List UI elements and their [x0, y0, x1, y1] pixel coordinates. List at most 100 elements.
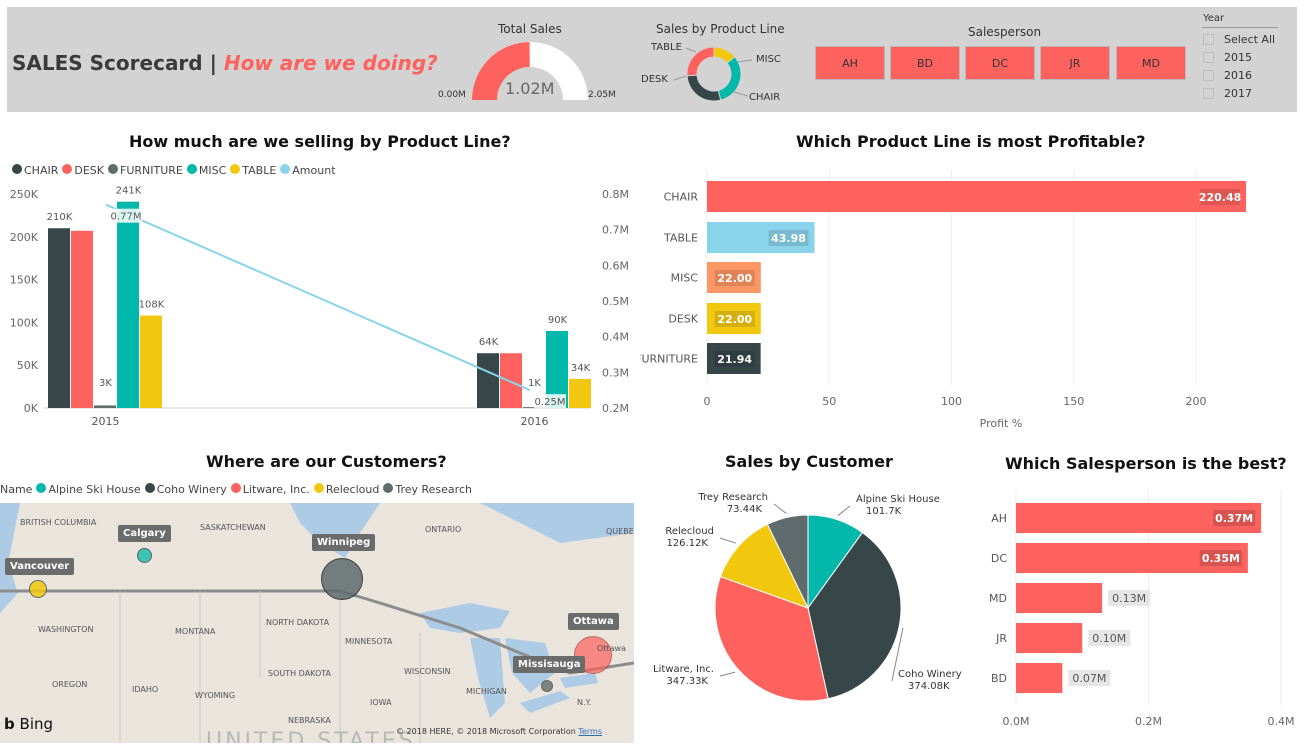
gauge-max-label: 2.05M	[588, 90, 616, 100]
map-legend-item-litware[interactable]: Litware, Inc.	[230, 483, 310, 496]
salesperson-button-md[interactable]: MD	[1116, 46, 1186, 80]
salesperson-button-jr[interactable]: JR	[1040, 46, 1110, 80]
x-tick-label: 0.2M	[1135, 715, 1162, 728]
checkbox[interactable]	[1203, 52, 1214, 63]
customer-map[interactable]: BRITISH COLUMBIA SASKATCHEWAN ONTARIO QU…	[0, 503, 634, 743]
map-legend: Name Alpine Ski House Coho Winery Litwar…	[0, 483, 472, 496]
legend-item-table[interactable]: TABLE	[230, 164, 276, 177]
salesperson-bar-chart[interactable]: 0.0M 0.2M 0.4M AH 0.37M DC 0.35M MD 0.13M JR 0.10M…	[985, 485, 1308, 746]
salesperson-label-bg	[1213, 510, 1256, 526]
total-sales-gauge[interactable]	[460, 40, 600, 102]
legend-item-misc[interactable]: MISC	[186, 164, 226, 177]
map-bubble-vancouver[interactable]	[29, 580, 47, 598]
product-line-combo-chart[interactable]: 0K 50K 100K 150K 200K 250K 0.2M 0.3M 0.4M 0.5M 0.6…	[0, 180, 640, 435]
salesperson-slicer-title: Salesperson	[968, 25, 1042, 39]
map-label-ontario: ONTARIO	[425, 525, 462, 534]
bing-logo: b Bing	[4, 715, 53, 733]
x-tick-label: 0.4M	[1268, 715, 1295, 728]
map-bubble-missisauga[interactable]	[541, 680, 553, 692]
salesperson-label-bg	[1199, 550, 1242, 566]
pie-value-label: 126.12K	[666, 538, 708, 549]
y-tick-label: 100K	[10, 316, 39, 329]
salesperson-button-ah[interactable]: AH	[815, 46, 885, 80]
profit-label-bg	[714, 351, 755, 367]
product-line-donut[interactable]	[684, 44, 744, 104]
year-option-2015[interactable]: 2015	[1203, 51, 1252, 64]
legend-item-amount[interactable]: Amount	[280, 164, 336, 177]
y-tick-label: 50K	[17, 359, 39, 372]
y2-tick-label: 0.8M	[602, 188, 629, 201]
year-option-label: 2016	[1224, 69, 1252, 82]
map-bubble-calgary[interactable]	[137, 548, 152, 563]
x-tick-label: 200	[1186, 395, 1207, 408]
salesperson-bar-md	[1016, 583, 1103, 613]
map-legend-title: Name	[0, 483, 33, 496]
map-copyright: © 2018 HERE, © 2018 Microsoft Corporatio…	[396, 727, 602, 736]
checkbox[interactable]	[1203, 88, 1214, 99]
pie-leader-line	[837, 505, 851, 517]
legend-item-furniture[interactable]: FURNITURE	[108, 164, 183, 177]
product-line-legend: CHAIR DESK FURNITURE MISC TABLE Amount	[12, 164, 336, 177]
map-label-minnesota: MINNESOTA	[345, 637, 393, 646]
legend-label: Amount	[292, 164, 336, 177]
y-category-label: DESK	[668, 313, 698, 326]
y-category-label: BD	[991, 672, 1007, 685]
map-water-lake-superior	[420, 603, 510, 633]
y2-tick-label: 0.5M	[602, 295, 629, 308]
profit-bar-chart[interactable]: 0 50 100 150 200 Profit % CHAIR 220.48 TABLE 43.9…	[640, 165, 1308, 435]
year-option-2017[interactable]: 2017	[1203, 87, 1252, 100]
map-legend-item-relecloud[interactable]: Relecloud	[313, 483, 379, 496]
year-option-label: 2017	[1224, 87, 1252, 100]
bar-data-label: 108K	[139, 300, 165, 311]
legend-item-desk[interactable]: DESK	[62, 164, 104, 177]
profit-bar-furniture	[707, 343, 761, 374]
map-legend-item-coho[interactable]: Coho Winery	[144, 483, 227, 496]
bar-table-2016	[569, 378, 591, 408]
legend-label: DESK	[74, 164, 104, 177]
bar-data-label: 90K	[548, 315, 568, 326]
map-terms-link[interactable]: Terms	[578, 727, 602, 736]
donut-label-chair: CHAIR	[749, 92, 781, 103]
x-tick-label: 2015	[92, 415, 120, 428]
y2-tick-label: 0.6M	[602, 259, 629, 272]
x-tick-label: 150	[1063, 395, 1084, 408]
salesperson-data-label: 0.07M	[1072, 672, 1106, 685]
map-copyright-text: © 2018 HERE, © 2018 Microsoft Corporatio…	[396, 727, 576, 736]
salesperson-button-dc[interactable]: DC	[965, 46, 1035, 80]
y-category-label: TABLE	[663, 232, 698, 245]
x-tick-label: 2016	[521, 415, 549, 428]
map-bubble-winnipeg[interactable]	[321, 558, 363, 600]
gauge-min-label: 0.00M	[438, 90, 466, 100]
map-label-south-dakota: SOUTH DAKOTA	[268, 669, 332, 678]
gauge-fill	[472, 42, 530, 100]
pie-category-label: Alpine Ski House	[856, 494, 940, 505]
checkbox[interactable]	[1203, 34, 1214, 45]
map-water-hudson-bay	[480, 503, 634, 543]
map-label-north-dakota: NORTH DAKOTA	[266, 618, 330, 627]
pie-value-label: 73.44K	[727, 504, 763, 515]
checkbox[interactable]	[1203, 70, 1214, 81]
x-tick-label: 0	[704, 395, 711, 408]
map-label-ny: N.Y.	[577, 698, 592, 707]
map-water-lake-michigan	[470, 638, 505, 718]
bing-b-icon: b	[4, 715, 15, 733]
city-label-ottawa: Ottawa	[568, 613, 619, 630]
map-watermark: UNITED STATES	[206, 729, 416, 743]
amount-data-label: 0.25M	[535, 397, 566, 408]
gauge-value: 1.02M	[505, 79, 555, 98]
pie-slice-litware-inc-	[714, 575, 829, 702]
map-legend-item-trey[interactable]: Trey Research	[383, 483, 472, 496]
map-label-michigan: MICHIGAN	[466, 687, 507, 696]
legend-item-chair[interactable]: CHAIR	[12, 164, 58, 177]
salesperson-bar-ah	[1016, 503, 1262, 533]
salesperson-button-bd[interactable]: BD	[890, 46, 960, 80]
year-option-2016[interactable]: 2016	[1203, 69, 1252, 82]
profit-label-bg	[714, 270, 755, 286]
map-label-quebec: QUEBEC	[606, 527, 634, 536]
map-legend-item-alpine[interactable]: Alpine Ski House	[36, 483, 141, 496]
pie-leader-line	[719, 671, 736, 677]
year-option-select-all[interactable]: Select All	[1203, 33, 1275, 46]
map-label-wisconsin: WISCONSIN	[404, 667, 451, 676]
x-tick-label: 50	[822, 395, 836, 408]
